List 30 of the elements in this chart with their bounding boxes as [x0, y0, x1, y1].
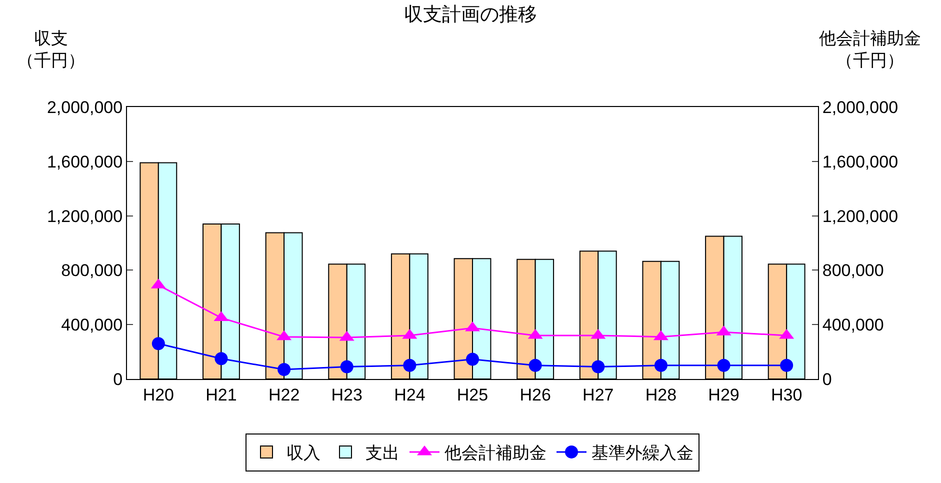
y-tick-label: 1,200,000: [46, 206, 123, 226]
x-tick-label: H29: [708, 385, 740, 404]
y-tick-label: 1,600,000: [46, 152, 123, 172]
y-tick-label: 0: [113, 370, 123, 389]
y2-tick-label: 0: [822, 370, 832, 389]
legend-label: 収入: [286, 444, 320, 463]
y-tick-label: 800,000: [61, 261, 123, 280]
y-tick-label: 400,000: [61, 316, 123, 335]
y2-tick-label: 800,000: [822, 261, 884, 280]
y2-tick-label: 1,200,000: [822, 206, 898, 226]
y-axis-title: 収支（千円）: [17, 29, 85, 70]
x-tick-label: H28: [645, 385, 677, 404]
y-tick-label: 2,000,000: [46, 98, 123, 117]
x-tick-label: H21: [206, 385, 237, 404]
y2-tick-label: 1,600,000: [822, 152, 898, 172]
y2-tick-label: 400,000: [822, 316, 884, 335]
x-tick-label: H20: [142, 385, 174, 404]
x-tick-label: H26: [520, 385, 551, 404]
legend-label: 支出: [366, 444, 400, 463]
legend-label: 基準外繰入金: [592, 444, 694, 463]
y2-tick-label: 2,000,000: [822, 98, 898, 117]
x-tick-label: H25: [456, 385, 488, 404]
legend-label: 他会計補助金: [444, 444, 546, 463]
chart-title: 収支計画の推移: [404, 4, 537, 26]
x-tick-label: H23: [331, 385, 362, 404]
x-tick-label: H30: [770, 385, 802, 404]
x-tick-label: H22: [268, 385, 300, 404]
x-tick-label: H24: [394, 385, 426, 404]
x-tick-label: H27: [582, 385, 614, 404]
y2-axis-title: 他会計補助金（千円）: [819, 29, 921, 70]
